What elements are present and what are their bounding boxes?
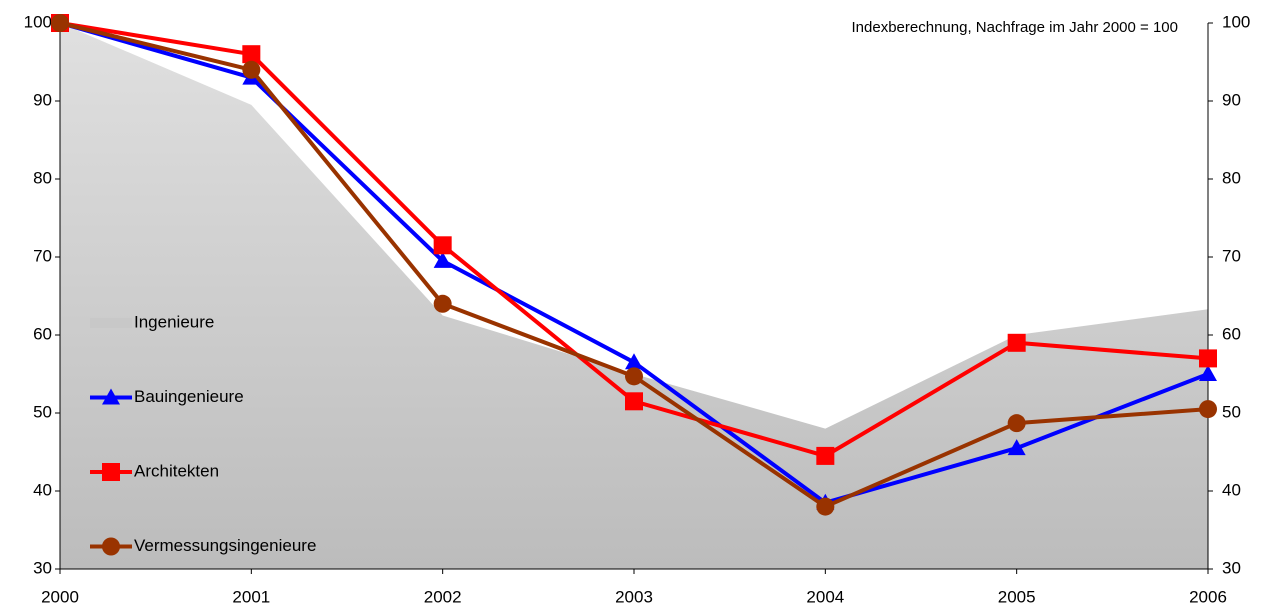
y-tick-label: 100	[24, 12, 52, 31]
x-tick-label: 2005	[998, 587, 1036, 606]
legend-marker	[102, 463, 120, 481]
y2-tick-label: 70	[1222, 246, 1241, 265]
point	[433, 236, 452, 255]
legend-swatch	[90, 318, 132, 328]
legend-label: Vermessungsingenieure	[134, 536, 316, 555]
y-tick-label: 70	[33, 246, 52, 265]
legend-label: Bauingenieure	[134, 387, 244, 406]
x-tick-label: 2002	[424, 587, 462, 606]
point	[1007, 414, 1026, 433]
y2-tick-label: 100	[1222, 12, 1250, 31]
point	[816, 497, 835, 516]
point	[1007, 333, 1026, 352]
point	[625, 367, 643, 386]
y2-tick-label: 30	[1222, 558, 1241, 577]
y-tick-label: 90	[33, 90, 52, 109]
area	[60, 23, 1208, 569]
point	[625, 392, 643, 411]
y2-tick-label: 80	[1222, 168, 1241, 187]
point	[625, 353, 643, 370]
point	[433, 251, 452, 268]
legend-marker	[102, 388, 120, 405]
annotation: Indexberechnung, Nachfrage im Jahr 2000 …	[852, 19, 1178, 36]
point	[51, 14, 69, 32]
point	[1199, 365, 1217, 381]
point	[242, 60, 261, 79]
x-tick-label: 2001	[232, 587, 270, 606]
y2-tick-label: 40	[1222, 480, 1241, 499]
y-tick-label: 30	[33, 558, 52, 577]
point	[1199, 349, 1217, 368]
y2-tick-label: 60	[1222, 324, 1241, 343]
point	[1007, 439, 1026, 456]
y-tick-label: 40	[33, 480, 52, 499]
point	[1199, 400, 1217, 419]
legend-label: Ingenieure	[134, 312, 214, 331]
y-tick-label: 80	[33, 168, 52, 187]
x-tick-label: 2003	[615, 587, 653, 606]
legend-label: Architekten	[134, 461, 219, 480]
x-tick-label: 2006	[1189, 587, 1227, 606]
y-tick-label: 50	[33, 402, 52, 421]
point	[816, 446, 835, 465]
y2-tick-label: 50	[1222, 402, 1241, 421]
y2-tick-label: 90	[1222, 90, 1241, 109]
point	[433, 294, 452, 313]
x-tick-label: 2000	[41, 587, 79, 606]
legend-marker	[102, 537, 120, 556]
point	[242, 45, 261, 64]
x-tick-label: 2004	[806, 587, 844, 606]
y-tick-label: 60	[33, 324, 52, 343]
